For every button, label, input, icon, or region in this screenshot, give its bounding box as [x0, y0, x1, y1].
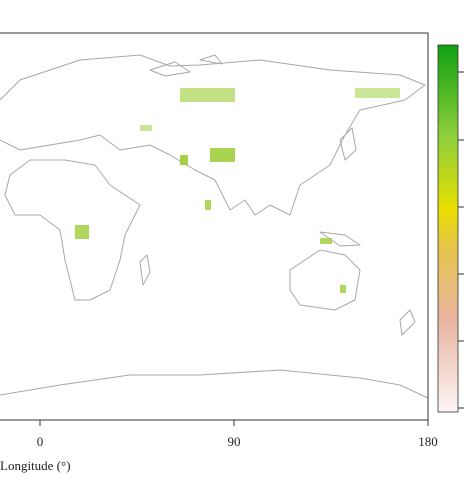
australia: [289, 249, 361, 311]
new-zealand: [399, 309, 416, 336]
japan: [339, 127, 357, 161]
x-axis-label: Longitude (°): [0, 458, 71, 473]
vegetation-patch: [140, 125, 152, 131]
vegetation-patch: [180, 155, 188, 165]
vegetation-patch: [205, 200, 211, 210]
landmasses: [0, 54, 429, 399]
eurasia: [0, 54, 426, 216]
x-tick-label: 90: [228, 434, 241, 449]
x-tick-label: 0: [37, 434, 44, 449]
vegetation-patch: [340, 285, 346, 293]
africa: [4, 159, 141, 301]
vegetation-patch: [180, 88, 235, 102]
antarctica: [0, 369, 429, 399]
madagascar: [139, 254, 151, 286]
arctic-islands: [149, 54, 223, 77]
vegetation-patch: [355, 88, 400, 98]
plot-frame: [0, 32, 429, 421]
colorbar-ticks: [458, 71, 464, 409]
vegetation-patch: [320, 238, 332, 244]
x-tick-label: 180: [418, 434, 438, 449]
vegetation-patch: [210, 148, 235, 162]
colorbar: [437, 44, 459, 413]
new-guinea: [319, 231, 361, 247]
vegetation-pixels: [75, 88, 400, 293]
vegetation-patch: [75, 225, 89, 239]
